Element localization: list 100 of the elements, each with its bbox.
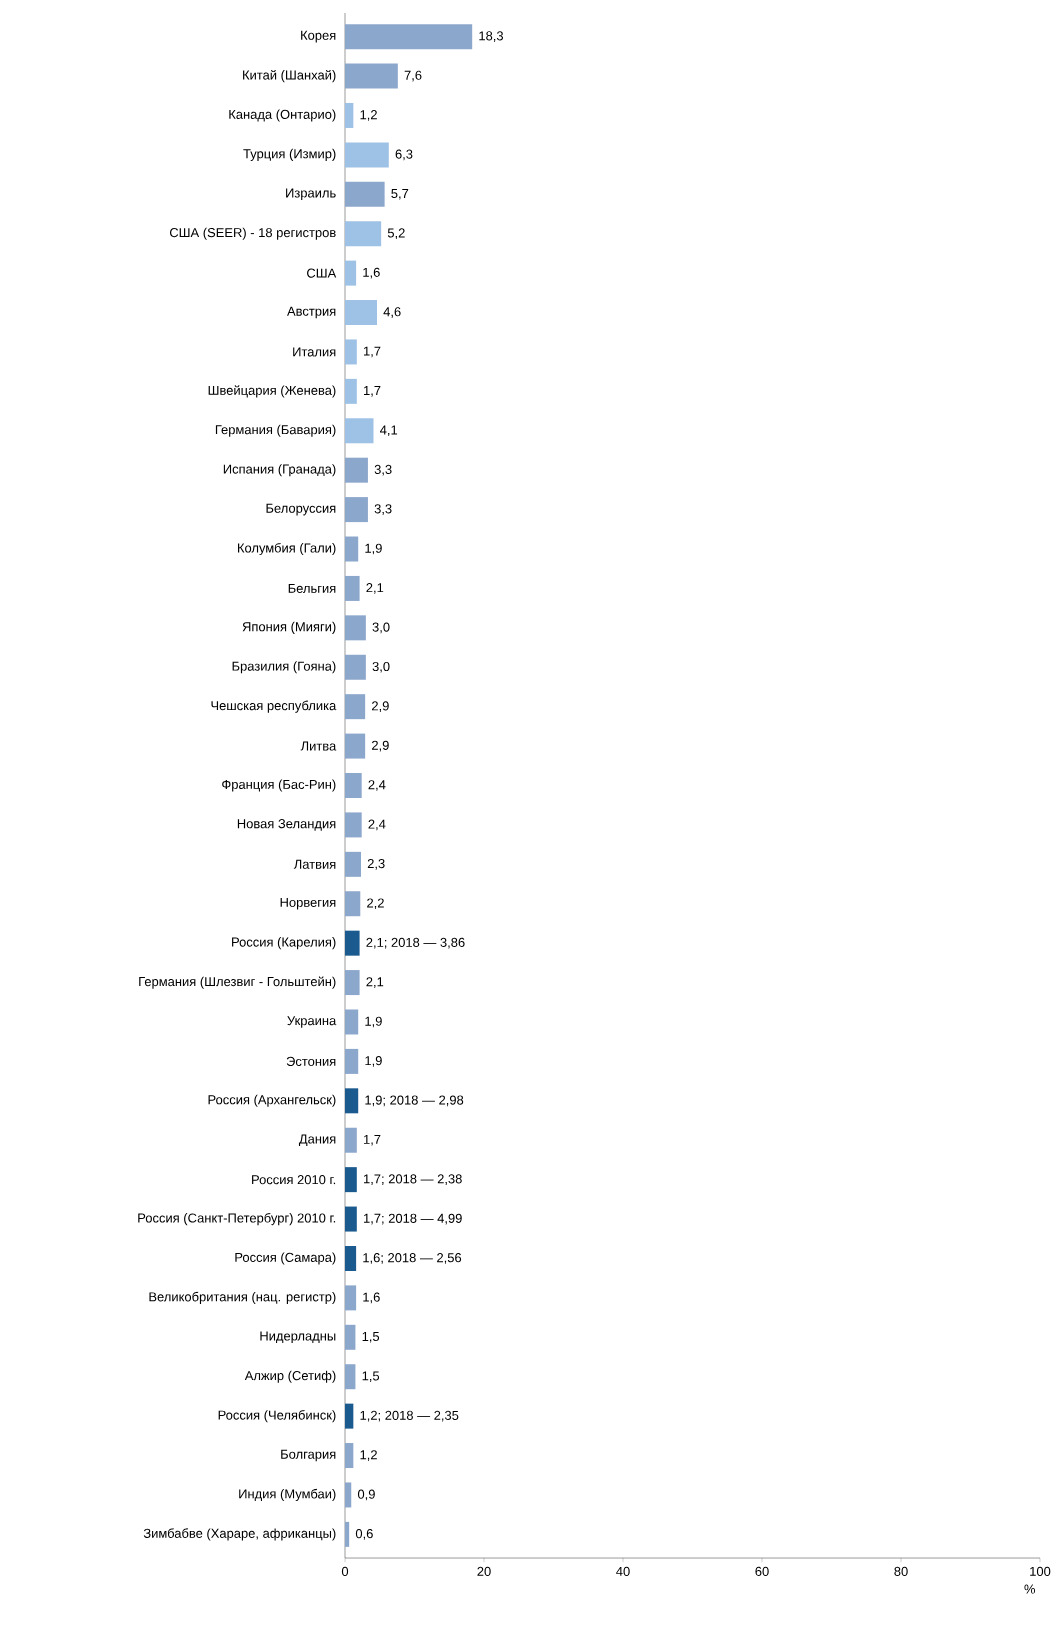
data-label: 1,9: [365, 1056, 382, 1067]
y-tick-label: Германия (Бавария): [215, 424, 336, 437]
y-tick-label: Латвия: [293, 859, 336, 869]
bar: [345, 1127, 357, 1153]
data-label: 1,9: [365, 1016, 382, 1028]
y-tick-label: Индия (Мумбаи): [239, 1488, 336, 1502]
bar: [345, 24, 473, 50]
data-label: 4,6: [383, 307, 401, 318]
bar: [345, 1403, 354, 1429]
data-label: 2,4: [368, 780, 386, 791]
bar: [345, 615, 366, 641]
data-label: 2,1; 2018 — 3,86: [366, 937, 465, 949]
data-label: 0,6: [355, 1529, 373, 1540]
y-tick-label: Испания (Гранада): [223, 464, 336, 477]
data-label: 1,6: [363, 267, 380, 279]
bar: [345, 851, 361, 877]
bar: [345, 63, 398, 89]
data-label: 2,9: [372, 740, 389, 752]
bar: [345, 970, 360, 996]
data-label: 7,6: [404, 70, 422, 82]
bar: [345, 418, 374, 444]
y-tick-label: Болгария: [281, 1449, 336, 1462]
data-label: 3,3: [374, 504, 392, 515]
bar: [345, 773, 362, 798]
y-tick-label: Украина: [287, 1016, 337, 1028]
data-label: 2,4: [368, 819, 386, 831]
data-label: 6,3: [395, 149, 413, 161]
data-label: 2,9: [372, 701, 389, 713]
bar: [345, 142, 389, 168]
data-label: 4,1: [379, 425, 398, 437]
data-label: 2,1: [366, 583, 384, 594]
data-label: 2,3: [367, 858, 385, 870]
data-label: 18,3: [479, 31, 504, 42]
y-tick-label: Чешская республика: [211, 700, 337, 713]
y-tick-label: Эстония: [286, 1056, 336, 1066]
data-label: 1,9; 2018 — 2,98: [365, 1095, 464, 1107]
y-tick-label: Колумбия (Гали): [238, 542, 336, 556]
bar: [345, 1009, 359, 1035]
y-tick-label: Германия (Шлезвиг - Гольштейн): [139, 976, 336, 989]
data-label: 1,2; 2018 — 2,35: [360, 1410, 459, 1422]
x-tick-label: 100: [1030, 1566, 1051, 1576]
data-label: 1,7: [364, 346, 381, 358]
bar: [345, 300, 377, 326]
y-tick-label: Швейцария (Женева): [208, 385, 336, 398]
bar: [345, 339, 357, 365]
bar: [345, 181, 385, 207]
x-tick-label: 60: [755, 1566, 769, 1576]
y-tick-label: Россия (Челябинск): [218, 1410, 336, 1423]
bar: [345, 1324, 356, 1350]
y-tick-label: Россия (Санкт-Петербург) 2010 г.: [138, 1212, 336, 1226]
bar: [345, 891, 361, 917]
y-tick-label: Литва: [300, 741, 337, 751]
x-tick-label: 0: [341, 1566, 349, 1576]
y-tick-label: США (SEER) - 18 регистров: [169, 227, 336, 240]
y-tick-label: Китай (Шанхай): [243, 69, 336, 83]
bar: [345, 221, 382, 247]
y-tick-label: Россия 2010 г.: [252, 1175, 336, 1185]
bar: [345, 1521, 350, 1547]
y-tick-label: Бельгия: [288, 583, 336, 593]
data-label: 1,9: [365, 543, 382, 555]
y-tick-label: Турция (Измир): [243, 148, 336, 161]
bar: [345, 930, 360, 956]
y-tick-label: Россия (Самара): [235, 1252, 336, 1265]
y-tick-label: Дания: [298, 1134, 336, 1146]
x-axis-title: %: [1024, 1584, 1036, 1594]
bar: [345, 694, 366, 720]
bar: [345, 1088, 359, 1114]
y-tick-label: Норвегия: [280, 897, 336, 910]
y-tick-label: Канада (Онтарио): [229, 109, 336, 122]
bar: [345, 1443, 354, 1469]
bar: [345, 260, 357, 286]
y-tick-label: Алжир (Сетиф): [244, 1370, 336, 1383]
bar: [345, 1167, 357, 1193]
bar: [345, 378, 357, 404]
bar: [345, 1285, 357, 1311]
data-label: 1,7: [364, 1134, 381, 1146]
data-label: 1,6: [363, 1292, 380, 1304]
bar: [345, 536, 359, 562]
y-tick-label: Россия (Архангельск): [208, 1094, 336, 1107]
data-label: 5,7: [391, 189, 409, 200]
data-label: 5,2: [387, 228, 405, 240]
y-tick-label: Белоруссия: [266, 503, 336, 516]
y-tick-label: Россия (Карелия): [232, 937, 336, 950]
data-label: 2,1: [366, 977, 384, 988]
data-label: 3,0: [372, 622, 390, 634]
bar: [345, 575, 360, 601]
y-tick-label: Израиль: [286, 188, 336, 201]
bar: [345, 812, 362, 838]
data-label: 1,2: [360, 1450, 377, 1461]
y-tick-label: Великобритания (нац. регистр): [149, 1291, 336, 1304]
data-label: 1,2: [360, 110, 377, 121]
bar: [345, 1245, 357, 1271]
bar: [345, 497, 368, 523]
y-tick-label: Корея: [301, 30, 336, 43]
x-tick-label: 80: [894, 1566, 908, 1576]
bar: [345, 654, 366, 680]
y-tick-label: Бразилия (Гояна): [232, 661, 336, 674]
data-label: 1,6; 2018 — 2,56: [363, 1253, 462, 1264]
data-label: 1,7: [364, 386, 381, 397]
data-label: 2,2: [367, 898, 384, 910]
